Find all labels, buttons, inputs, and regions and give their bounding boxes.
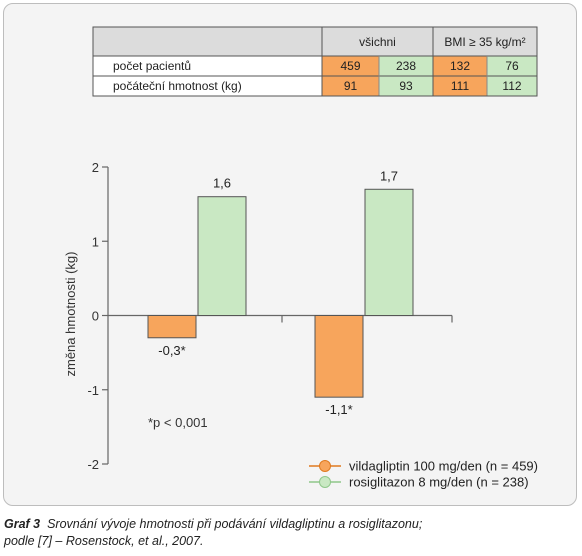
table-cell-value: 76 (505, 59, 519, 73)
table-row-label: počet pacientů (113, 59, 191, 73)
table-cell-value: 112 (502, 79, 521, 93)
legend-label: vildagliptin 100 mg/den (n = 459) (349, 459, 538, 474)
table-cell (433, 76, 487, 96)
table-cell (322, 76, 379, 96)
bar-value-label: 1,7 (380, 168, 398, 183)
bar-vildagliptin (314, 315, 364, 398)
bar-rosiglitazon (197, 196, 247, 316)
legend-marker (319, 460, 331, 472)
bar-value-label: -0,3* (158, 343, 185, 358)
y-tick-label: -2 (87, 457, 99, 472)
legend-marker (319, 476, 331, 488)
bar-vildagliptin (147, 315, 197, 339)
bar-value-label: -1,1* (325, 402, 352, 417)
table-cell-value: 132 (450, 59, 470, 73)
figure-caption: Graf 3 Srovnání vývoje hmotnosti při pod… (4, 516, 579, 550)
caption-lead: Graf 3 (4, 517, 41, 531)
table-cell-value: 93 (399, 79, 413, 93)
caption-text: Srovnání vývoje hmotnosti při podávání v… (47, 517, 423, 531)
legend-label: rosiglitazon 8 mg/den (n = 238) (349, 475, 529, 490)
table-row-label: počáteční hmotnost (kg) (113, 79, 242, 93)
significance-note: *p < 0,001 (148, 415, 208, 430)
table-header-bmi: BMI ≥ 35 kg/m² (444, 35, 525, 49)
bar-value-label: 1,6 (213, 176, 231, 191)
table-cell (433, 56, 487, 76)
caption-source: podle [7] – Rosenstock, et al., 2007. (4, 534, 204, 548)
table-header-all: všichni (359, 35, 396, 49)
table-header-row (93, 27, 537, 56)
y-tick-label: -1 (87, 383, 99, 398)
chart-area: všichni BMI ≥ 35 kg/m² počet pacientů 459 23… (63, 26, 538, 490)
table-cell-value: 91 (344, 79, 358, 93)
table-cell (379, 56, 433, 76)
table-cell-value: 238 (396, 59, 416, 73)
table-border (92, 26, 538, 97)
table-cell (322, 56, 379, 76)
data-table: všichni BMI ≥ 35 kg/m² počet pacientů 459 23… (92, 26, 538, 97)
table-cell-value: 459 (340, 59, 360, 73)
y-tick-label: 0 (92, 309, 99, 324)
chart-bars: -0,3* -1,1* 1,6 1,7 (147, 168, 414, 417)
bar-rosiglitazon (364, 188, 414, 316)
chart-legend: vildagliptin 100 mg/den (n = 459)rosigli… (309, 459, 538, 490)
y-tick-label: 1 (92, 234, 99, 249)
table-cell (487, 76, 537, 96)
y-axis-label: změna hmotnosti (kg) (63, 252, 78, 377)
table-cell (379, 76, 433, 96)
y-tick-label: 2 (92, 160, 99, 175)
table-cell-value: 111 (451, 79, 470, 93)
table-cell (487, 56, 537, 76)
